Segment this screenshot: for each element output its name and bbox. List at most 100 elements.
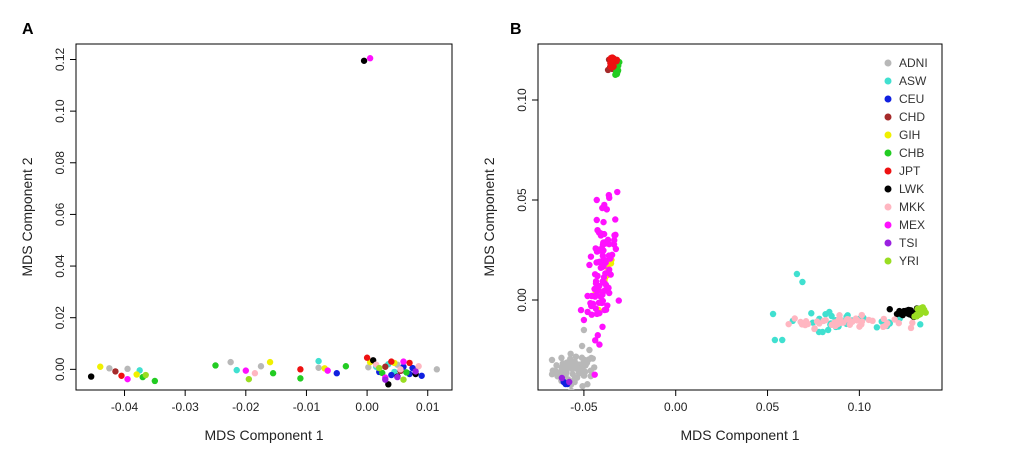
data-point-mkk bbox=[865, 316, 872, 324]
data-point-mex bbox=[124, 375, 131, 383]
data-point-mex bbox=[588, 302, 595, 310]
data-point-mex bbox=[584, 292, 591, 300]
data-point-mex bbox=[612, 216, 619, 223]
legend-marker-tsi bbox=[884, 239, 892, 247]
x-axis-title: MDS Component 1 bbox=[204, 427, 323, 443]
data-point-mex bbox=[600, 262, 607, 269]
data-point-mkk bbox=[791, 315, 798, 322]
data-point-mex bbox=[577, 306, 585, 314]
data-point-chb bbox=[269, 370, 277, 377]
data-point-mkk bbox=[884, 320, 891, 327]
y-tick-label: 0.05 bbox=[515, 188, 529, 212]
data-point-mex bbox=[594, 332, 601, 339]
data-point-chb bbox=[342, 363, 350, 370]
x-tick-label: -0.04 bbox=[111, 400, 139, 414]
y-tick-label: 0.00 bbox=[515, 288, 529, 312]
data-point-lwk bbox=[886, 306, 893, 313]
y-tick-label: 0.10 bbox=[53, 99, 67, 123]
y-tick-label: 0.08 bbox=[53, 151, 67, 175]
data-point-mex bbox=[600, 218, 607, 226]
data-point-lwk bbox=[385, 381, 392, 388]
data-point-asw bbox=[828, 312, 835, 320]
data-point-mex bbox=[591, 271, 599, 278]
legend-label-chd: CHD bbox=[899, 110, 925, 124]
data-point-mex bbox=[596, 309, 603, 317]
data-point-mex bbox=[592, 337, 599, 344]
series-adni bbox=[548, 326, 598, 390]
data-point-mex bbox=[605, 252, 613, 259]
legend-marker-ceu bbox=[884, 95, 892, 103]
data-point-mkk bbox=[828, 321, 835, 329]
series-asw bbox=[136, 357, 398, 376]
data-point-chb bbox=[613, 70, 621, 78]
data-point-mex bbox=[597, 299, 605, 306]
data-point-mkk bbox=[813, 318, 821, 325]
data-point-adni bbox=[581, 356, 588, 363]
panel-b: B -0.05 0.00 0.05 0.10 0.00 0.05 0.10 MDS Compon… bbox=[481, 21, 943, 443]
data-point-lwk bbox=[360, 57, 368, 64]
data-point-adni bbox=[563, 360, 570, 367]
data-point-adni bbox=[578, 342, 586, 350]
data-point-ceu bbox=[388, 371, 395, 379]
y-tick-label: 0.12 bbox=[53, 47, 67, 71]
data-point-yri bbox=[245, 375, 253, 383]
data-point-mkk bbox=[891, 316, 898, 323]
y-axis-title: MDS Component 2 bbox=[19, 157, 35, 276]
data-point-mkk bbox=[858, 311, 865, 319]
data-point-gih bbox=[133, 371, 140, 378]
plot-frame bbox=[75, 43, 453, 391]
series-mkk bbox=[785, 311, 916, 333]
data-point-mex bbox=[599, 252, 607, 260]
data-point-jpt bbox=[297, 366, 304, 373]
data-point-asw bbox=[769, 310, 777, 318]
data-point-adni bbox=[568, 387, 575, 390]
data-point-mkk bbox=[907, 324, 915, 332]
data-point-mex bbox=[607, 271, 614, 278]
data-point-adni bbox=[552, 368, 560, 375]
data-point-mkk bbox=[895, 319, 902, 327]
data-point-adni bbox=[586, 346, 593, 354]
legend-label-mkk: MKK bbox=[899, 200, 925, 214]
legend-label-tsi: TSI bbox=[899, 236, 918, 250]
legend-label-lwk: LWK bbox=[899, 182, 924, 196]
data-point-tsi bbox=[566, 378, 573, 386]
series-asw bbox=[769, 270, 924, 344]
data-point-mkk bbox=[415, 363, 422, 370]
panel-label: B bbox=[510, 21, 522, 38]
data-point-chd bbox=[112, 368, 119, 375]
data-point-mex bbox=[611, 236, 618, 244]
series-tsi bbox=[558, 374, 573, 386]
panel-a: A -0.04 -0.03 -0.02 -0.01 0.00 0.01 0.00 0.02 0.0… bbox=[19, 21, 453, 443]
data-point-adni bbox=[106, 365, 113, 372]
data-point-mkk bbox=[251, 370, 259, 377]
legend-label-adni: ADNI bbox=[899, 56, 928, 70]
data-point-yri bbox=[376, 364, 383, 372]
data-point-mkk bbox=[849, 318, 856, 325]
data-point-tsi bbox=[558, 374, 566, 382]
data-point-mex bbox=[366, 55, 374, 62]
data-point-asw bbox=[233, 366, 240, 374]
data-point-mkk bbox=[837, 318, 845, 326]
x-tick-label: 0.01 bbox=[416, 400, 440, 414]
data-point-mex bbox=[587, 253, 595, 260]
legend-label-yri: YRI bbox=[899, 254, 919, 268]
y-tick-label: 0.02 bbox=[53, 306, 67, 330]
data-point-adni bbox=[124, 365, 131, 373]
data-point-mkk bbox=[397, 366, 404, 373]
x-tick-label: 0.10 bbox=[848, 400, 872, 414]
data-point-adni bbox=[581, 368, 589, 376]
legend-marker-asw bbox=[884, 77, 892, 85]
data-point-mex bbox=[324, 367, 331, 374]
legend-label-asw: ASW bbox=[899, 74, 927, 88]
legend-marker-mex bbox=[884, 221, 892, 229]
series-tsi bbox=[382, 368, 419, 383]
data-point-lwk bbox=[903, 307, 910, 315]
data-point-asw bbox=[819, 328, 826, 336]
data-point-mex bbox=[593, 216, 600, 224]
x-tick-label: -0.03 bbox=[171, 400, 199, 414]
data-point-mex bbox=[612, 231, 619, 239]
series-mex bbox=[577, 188, 622, 378]
data-point-adni bbox=[571, 378, 578, 386]
data-point-mex bbox=[615, 297, 622, 304]
data-point-adni bbox=[257, 363, 265, 370]
